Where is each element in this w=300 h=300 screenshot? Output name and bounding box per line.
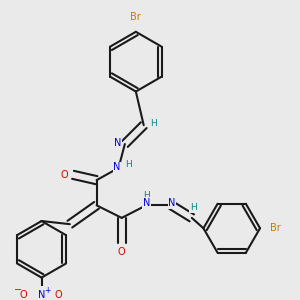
Text: H: H — [190, 203, 197, 212]
Text: O: O — [20, 290, 27, 300]
Text: +: + — [44, 286, 50, 295]
Text: H: H — [125, 160, 132, 169]
Text: H: H — [150, 119, 157, 128]
Text: O: O — [54, 290, 62, 300]
Text: Br: Br — [270, 223, 281, 233]
Text: N: N — [168, 198, 176, 208]
Text: N: N — [113, 162, 121, 172]
Text: −: − — [14, 285, 22, 295]
Text: H: H — [143, 191, 150, 200]
Text: N: N — [143, 198, 150, 208]
Text: O: O — [118, 248, 125, 257]
Text: O: O — [60, 170, 68, 180]
Text: N: N — [38, 290, 45, 300]
Text: N: N — [114, 138, 122, 148]
Text: Br: Br — [130, 12, 141, 22]
